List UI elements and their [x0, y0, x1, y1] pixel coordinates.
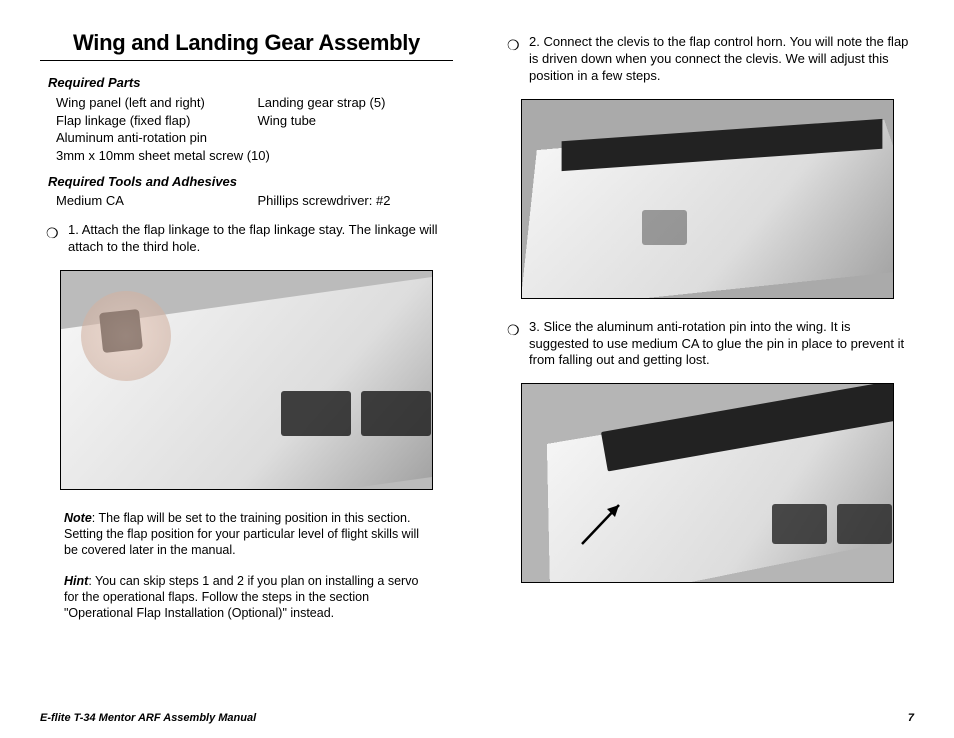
section-title: Wing and Landing Gear Assembly [40, 30, 453, 61]
tool-item: Phillips screwdriver: #2 [258, 193, 454, 208]
step-text: 2. Connect the clevis to the flap contro… [529, 34, 914, 85]
left-column: Wing and Landing Gear Assembly Required … [40, 30, 453, 690]
hint-label: Hint [64, 574, 88, 588]
part-item: Aluminum anti-rotation pin [56, 129, 453, 147]
figure-1 [60, 270, 433, 490]
step-text: 3. Slice the aluminum anti-rotation pin … [529, 319, 914, 370]
page-footer: E-flite T-34 Mentor ARF Assembly Manual … [40, 712, 914, 724]
tools-list: Medium CA Phillips screwdriver: #2 [56, 193, 453, 208]
note-block: Note: The flap will be set to the traini… [64, 510, 429, 559]
arrow-icon [577, 492, 637, 552]
note-label: Note [64, 511, 92, 525]
part-item: Wing tube [258, 112, 454, 130]
part-item: Landing gear strap (5) [258, 94, 454, 112]
step-1: ❍ 1. Attach the flap linkage to the flap… [46, 222, 453, 256]
note-text: : The flap will be set to the training p… [64, 511, 419, 558]
right-column: ❍ 2. Connect the clevis to the flap cont… [501, 30, 914, 690]
parts-list: Wing panel (left and right) Landing gear… [56, 94, 453, 164]
part-item: Flap linkage (fixed flap) [56, 112, 252, 130]
manual-title: E-flite T-34 Mentor ARF Assembly Manual [40, 712, 256, 724]
figure-3 [521, 383, 894, 583]
part-item: 3mm x 10mm sheet metal screw (10) [56, 147, 453, 165]
page-number: 7 [908, 712, 914, 724]
figure-2 [521, 99, 894, 299]
checkbox-icon: ❍ [507, 319, 529, 370]
hint-text: : You can skip steps 1 and 2 if you plan… [64, 574, 418, 621]
tool-item: Medium CA [56, 193, 252, 208]
step-3: ❍ 3. Slice the aluminum anti-rotation pi… [507, 319, 914, 370]
part-item: Wing panel (left and right) [56, 94, 252, 112]
checkbox-icon: ❍ [507, 34, 529, 85]
hint-block: Hint: You can skip steps 1 and 2 if you … [64, 573, 429, 622]
step-2: ❍ 2. Connect the clevis to the flap cont… [507, 34, 914, 85]
parts-heading: Required Parts [48, 75, 453, 90]
tools-heading: Required Tools and Adhesives [48, 174, 453, 189]
step-text: 1. Attach the flap linkage to the flap l… [68, 222, 453, 256]
checkbox-icon: ❍ [46, 222, 68, 256]
